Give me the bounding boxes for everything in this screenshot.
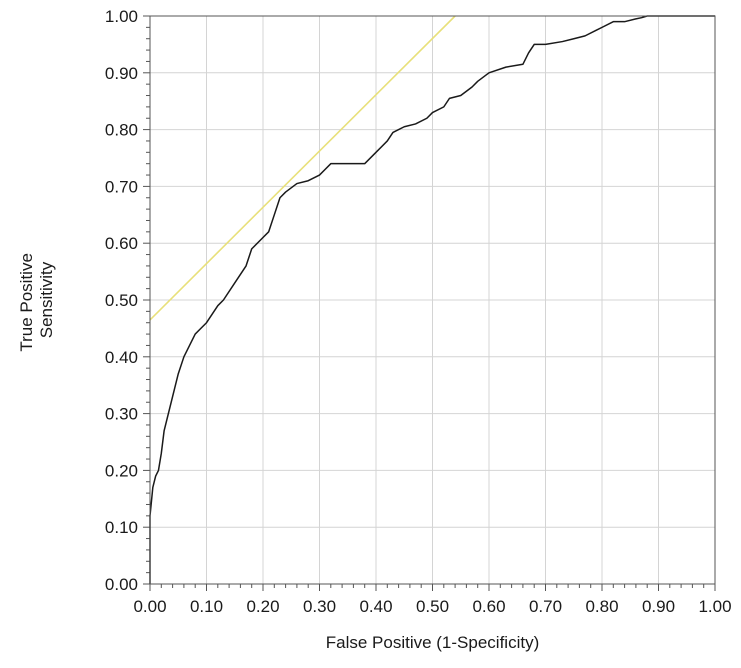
y-tick-label: 0.00 [105, 575, 138, 594]
y-tick-label: 0.20 [105, 461, 138, 480]
x-tick-label: 0.50 [416, 597, 449, 616]
minor-ticks [143, 15, 716, 591]
x-axis-title: False Positive (1-Specificity) [326, 633, 540, 652]
x-tick-label: 0.60 [472, 597, 505, 616]
x-tick-labels: 0.00 0.10 0.20 0.30 0.40 0.50 0.60 0.70 0.80 0.90… [133, 597, 731, 616]
x-tick-label: 0.40 [359, 597, 392, 616]
roc-curve-line [149, 15, 715, 584]
x-tick-label: 0.90 [642, 597, 675, 616]
x-tick-label: 0.70 [529, 597, 562, 616]
y-tick-label: 1.00 [105, 7, 138, 26]
grid [150, 16, 715, 584]
y-axis-title-line-1: True Positive [17, 253, 36, 352]
series [149, 15, 715, 584]
y-axis-title-line-2: Sensitivity [37, 261, 56, 338]
y-tick-label: 0.30 [105, 405, 138, 424]
plot-border [149, 15, 716, 585]
y-tick-label: 0.60 [105, 234, 138, 253]
y-tick-label: 0.80 [105, 121, 138, 140]
x-tick-label: 0.00 [133, 597, 166, 616]
y-tick-label: 0.70 [105, 177, 138, 196]
y-tick-label: 0.10 [105, 518, 138, 537]
x-tick-label: 0.20 [246, 597, 279, 616]
y-axis-title: True Positive Sensitivity [17, 248, 56, 351]
reference-line [149, 15, 456, 321]
y-tick-label: 0.90 [105, 64, 138, 83]
y-tick-label: 0.40 [105, 348, 138, 367]
x-tick-label: 1.00 [698, 597, 731, 616]
y-tick-labels: 0.00 0.10 0.20 0.30 0.40 0.50 0.60 0.70 0.80 0.90… [105, 7, 138, 594]
plot-frame [149, 15, 716, 585]
x-tick-label: 0.30 [303, 597, 336, 616]
x-tick-label: 0.80 [585, 597, 618, 616]
x-tick-label: 0.10 [190, 597, 223, 616]
y-tick-label: 0.50 [105, 291, 138, 310]
